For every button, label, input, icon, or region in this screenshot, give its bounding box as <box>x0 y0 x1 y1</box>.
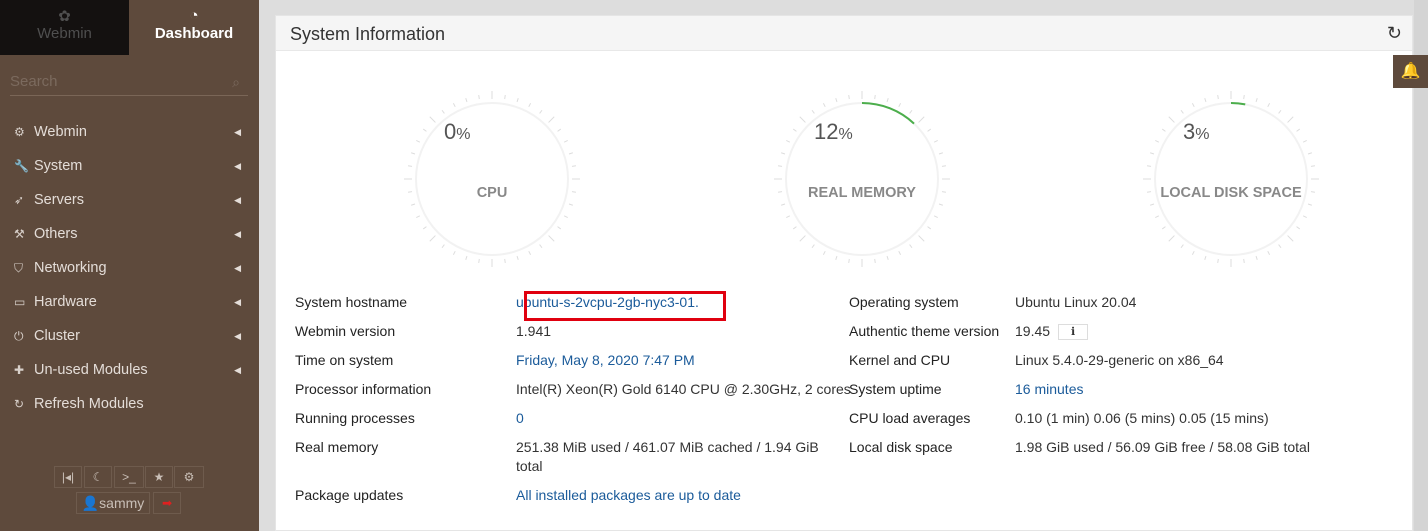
info-label: Package updates <box>295 487 404 503</box>
sidebar-item-system[interactable]: 🔧 System ◀ <box>0 149 259 183</box>
caret-left-icon: ◀ <box>234 229 241 239</box>
info-icon[interactable]: ℹ <box>1058 324 1089 341</box>
favorites-button[interactable]: ★ <box>145 466 173 488</box>
info-label: Local disk space <box>849 439 953 455</box>
scrollbar[interactable] <box>1414 0 1428 531</box>
system-information-panel: System Information ↻ 0% CPU 12% REAL MEMORY 3… <box>275 15 1413 531</box>
caret-left-icon: ◀ <box>234 195 241 205</box>
info-label: Running processes <box>295 410 415 426</box>
theme-settings-button[interactable]: ⚙ <box>174 466 204 488</box>
search-icon: ⌕ <box>232 74 240 90</box>
info-value: Linux 5.4.0-29-generic on x86_64 <box>1015 352 1224 368</box>
webmin-logo-icon: ✿ <box>58 8 71 25</box>
caret-left-icon: ◀ <box>234 297 241 307</box>
info-label: CPU load averages <box>849 410 971 426</box>
info-label: Real memory <box>295 439 379 455</box>
caret-left-icon: ◀ <box>234 127 241 137</box>
tab-dashboard[interactable]: ◔ Dashboard <box>129 0 259 55</box>
info-label: Authentic theme version <box>849 323 1000 339</box>
sidebar-item-un-used-modules[interactable]: ✚ Un-used Modules ◀ <box>0 353 259 387</box>
info-label: Operating system <box>849 294 959 310</box>
sidebar-item-networking[interactable]: ⛉ Networking ◀ <box>0 251 259 285</box>
sidebar-item-webmin[interactable]: ⚙ Webmin ◀ <box>0 115 259 149</box>
caret-left-icon: ◀ <box>234 161 241 171</box>
gauge-cpu: 0% CPU <box>392 79 592 279</box>
hostname-highlight <box>524 291 726 321</box>
power-icon: ⏻ <box>14 329 24 343</box>
toggle-sidebar-button[interactable]: |◂| <box>54 466 82 488</box>
sidebar: ✿ Webmin ◔ Dashboard Search ⌕ ⚙ Webmin ◀ 🔧 Syst… <box>0 0 259 531</box>
shield-icon: ⛉ <box>14 261 24 275</box>
rocket-icon: ➶ <box>14 193 25 207</box>
gauge-dial <box>404 91 580 267</box>
info-value: Intel(R) Xeon(R) Gold 6140 CPU @ 2.30GHz… <box>516 381 851 397</box>
user-button[interactable]: 👤sammy <box>76 492 150 514</box>
info-label: Time on system <box>295 352 394 368</box>
night-mode-button[interactable]: ☾ <box>84 466 112 488</box>
user-gear-icon: 👤 <box>81 495 100 511</box>
sidebar-item-servers[interactable]: ➶ Servers ◀ <box>0 183 259 217</box>
notifications-bell-button[interactable]: 🔔 <box>1393 55 1428 88</box>
gauge-arc <box>1230 102 1246 106</box>
caret-left-icon: ◀ <box>234 263 241 273</box>
search-input[interactable]: Search ⌕ <box>10 70 248 96</box>
gavel-icon: ⚒ <box>14 227 25 241</box>
info-label: System hostname <box>295 294 408 310</box>
info-value[interactable]: All installed packages are up to date <box>516 487 741 503</box>
gauge-dial <box>774 91 950 267</box>
info-value: 1.941 <box>516 323 552 339</box>
gauge-value: 0% <box>444 119 471 144</box>
sidebar-item-others[interactable]: ⚒ Others ◀ <box>0 217 259 251</box>
info-label: Webmin version <box>295 323 396 339</box>
gauge-real-memory: 12% REAL MEMORY <box>762 79 962 279</box>
gauge-value: 3% <box>1183 119 1210 144</box>
info-value[interactable]: 0 <box>516 410 524 426</box>
info-value[interactable]: 16 minutes <box>1015 381 1084 397</box>
gauge-value: 12% <box>814 119 853 144</box>
gauge-label: LOCAL DISK SPACE <box>1160 185 1302 201</box>
info-value[interactable]: Friday, May 8, 2020 7:47 PM <box>516 352 695 368</box>
info-value: Ubuntu Linux 20.04 <box>1015 294 1137 310</box>
puzzle-icon: ✚ <box>14 363 25 377</box>
info-value[interactable]: ubuntu-s-2vcpu-2gb-nyc3-01. <box>516 294 699 310</box>
gauge-local-disk-space: 3% LOCAL DISK SPACE <box>1131 79 1331 279</box>
gauge-label: CPU <box>476 185 508 201</box>
sidebar-item-hardware[interactable]: ▭ Hardware ◀ <box>0 285 259 319</box>
panel-title: System Information <box>290 24 446 44</box>
caret-left-icon: ◀ <box>234 365 241 375</box>
info-value: 0.10 (1 min) 0.06 (5 mins) 0.05 (15 mins… <box>1015 410 1269 426</box>
refresh-icon: ↻ <box>14 397 25 411</box>
gear-icon: ⚙ <box>14 125 25 139</box>
gauge-arc <box>861 102 915 125</box>
info-value: 19.45 ℹ <box>1015 322 1405 341</box>
info-label: Kernel and CPU <box>849 352 951 368</box>
gauge-label: REAL MEMORY <box>808 185 916 201</box>
info-value: 1.98 GiB used / 56.09 GiB free / 58.08 G… <box>1015 439 1310 455</box>
info-label: System uptime <box>849 381 942 397</box>
info-label: Processor information <box>295 381 432 397</box>
refresh-icon[interactable]: ↻ <box>1386 23 1402 43</box>
dashboard-gauge-icon: ◔ <box>189 7 199 24</box>
gauge-dial <box>1143 91 1319 267</box>
logout-button[interactable]: ➡ <box>153 492 181 514</box>
tab-webmin[interactable]: ✿ Webmin <box>0 0 129 55</box>
sidebar-item-cluster[interactable]: ⏻ Cluster ◀ <box>0 319 259 353</box>
panel-header: System Information ↻ <box>276 16 1412 51</box>
info-value: 251.38 MiB used / 461.07 MiB cached / 1.… <box>516 439 819 474</box>
caret-left-icon: ◀ <box>234 331 241 341</box>
terminal-button[interactable]: >_ <box>114 466 144 488</box>
main: System Information ↻ 0% CPU 12% REAL MEMORY 3… <box>259 0 1428 531</box>
sidebar-item-refresh-modules[interactable]: ↻ Refresh Modules <box>0 387 259 421</box>
hdd-icon: ▭ <box>14 295 26 309</box>
wrench-icon: 🔧 <box>14 159 29 173</box>
